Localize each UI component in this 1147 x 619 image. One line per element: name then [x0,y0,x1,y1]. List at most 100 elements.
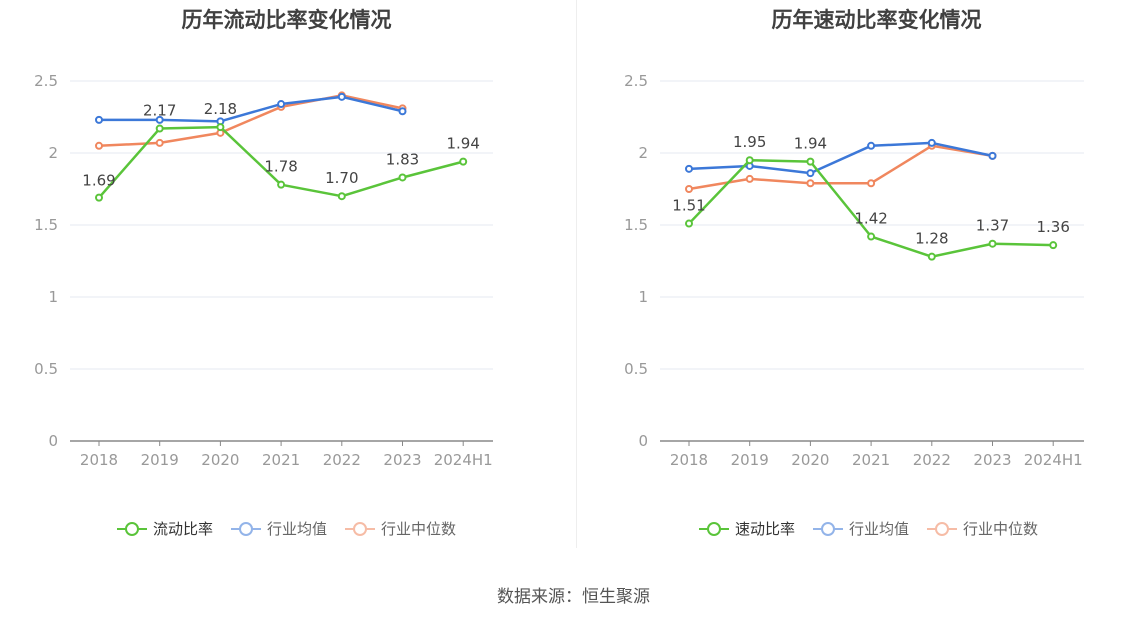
data-point [685,185,693,193]
legend-label: 行业均值 [848,520,909,538]
legend-marker-icon [927,521,957,536]
x-tick-label: 2019 [731,451,769,469]
data-label: 1.95 [733,133,766,151]
data-point [988,239,997,248]
legend-label: 行业均值 [266,520,327,538]
data-point [745,174,754,183]
data-point [745,156,754,165]
data-point [277,100,286,109]
chart-title: 历年速动比率变化情况 [771,8,982,32]
y-tick-label: 2 [638,144,648,162]
data-point [95,193,103,202]
data-point [1049,241,1058,250]
legend-item-industry-average[interactable]: 行业均值 [812,518,909,539]
quick-ratio-chart: 历年速动比率变化情况 0 0.5 1 1.5 2 2.5 2018 2019 2020 2021 2… [590,0,1147,560]
x-tick-label: 2020 [791,451,829,469]
y-tick-label: 1 [48,288,58,306]
legend-item-quick-ratio[interactable]: 速动比率 [698,518,795,539]
x-tick-label: 2020 [201,451,239,469]
legend-marker-icon [116,521,147,536]
y-tick-label: 1 [638,288,648,306]
x-tick-label: 2024H1 [1024,451,1083,469]
x-tick-label: 2018 [80,451,118,469]
data-point [459,157,468,166]
legend-item-industry-median[interactable]: 行业中位数 [345,518,456,539]
data-label: 2.18 [204,100,237,118]
data-point [867,179,876,188]
y-tick-label: 0 [638,432,648,450]
current-ratio-chart: 历年流动比率变化情况 0 0.5 1 1.5 2 2.5 2018 2019 2020 2021 2… [0,0,573,560]
data-point [95,115,103,124]
legend: 流动比率 行业均值 行业中位数 [0,518,573,539]
data-point [155,138,164,147]
data-point [398,173,407,182]
x-tick-label: 2018 [670,451,708,469]
data-point [867,232,876,241]
y-tick-label: 0.5 [34,360,58,378]
legend-label: 行业中位数 [963,520,1039,538]
data-point [337,192,346,201]
data-label: 1.94 [446,135,479,153]
data-point [988,151,997,160]
data-label: 2.17 [143,102,176,120]
data-point [806,179,815,188]
data-label: 1.42 [854,210,887,228]
current-ratio-plot: 0 0.5 1 1.5 2 2.5 2018 2019 2020 2021 2022 2023 2024… [34,72,493,469]
x-tick-label: 2021 [852,451,890,469]
data-point [806,157,815,166]
panel-divider [576,0,577,548]
legend-label: 行业中位数 [381,520,457,538]
quick-ratio-plot: 0 0.5 1 1.5 2 2.5 2018 2019 2020 2021 2022 2023 2024… [624,72,1084,469]
x-tick-label: 2021 [262,451,300,469]
y-tick-label: 0 [48,432,58,450]
legend-item-current-ratio[interactable]: 流动比率 [116,518,213,539]
legend-label: 流动比率 [152,520,213,538]
data-point [155,124,164,133]
data-point [216,123,225,132]
y-tick-label: 0.5 [624,360,648,378]
x-tick-label: 2023 [973,451,1011,469]
data-point [806,169,815,178]
x-tick-label: 2024H1 [434,451,493,469]
legend-item-industry-median[interactable]: 行业中位数 [927,518,1038,539]
x-tick-label: 2022 [323,451,361,469]
x-tick-label: 2023 [383,451,421,469]
chart-title: 历年流动比率变化情况 [181,8,392,32]
data-point [398,107,407,116]
y-tick-label: 2.5 [34,72,58,90]
series-line [688,144,993,191]
data-point [277,180,286,189]
series-line [99,95,403,123]
y-tick-label: 1.5 [34,216,58,234]
series-line [688,158,1054,258]
data-point [95,141,103,150]
legend-marker-icon [230,521,261,536]
data-source: 数据来源：恒生聚源 [497,587,650,607]
data-label: 1.51 [672,197,705,215]
x-tick-label: 2022 [913,451,951,469]
data-label: 1.36 [1036,218,1069,236]
data-label: 1.78 [264,158,297,176]
y-tick-label: 1.5 [624,216,648,234]
data-label: 1.37 [976,217,1009,235]
data-point [927,252,936,261]
data-point [685,164,693,173]
legend-marker-icon [345,521,375,536]
x-tick-label: 2019 [141,451,179,469]
data-label: 1.94 [794,135,827,153]
legend-marker-icon [812,521,843,536]
data-label: 1.83 [386,150,419,168]
legend-label: 速动比率 [734,520,795,538]
data-label: 1.69 [82,172,115,190]
legend-marker-icon [698,521,729,536]
data-point [685,219,693,228]
y-tick-label: 2 [48,144,58,162]
legend: 速动比率 行业均值 行业中位数 [590,518,1147,539]
series-line [98,94,403,148]
data-point [155,115,164,124]
data-label: 1.28 [915,230,948,248]
y-tick-label: 2.5 [624,72,648,90]
data-point [927,138,936,147]
legend-item-industry-average[interactable]: 行业均值 [230,518,327,539]
series-line [688,141,993,175]
